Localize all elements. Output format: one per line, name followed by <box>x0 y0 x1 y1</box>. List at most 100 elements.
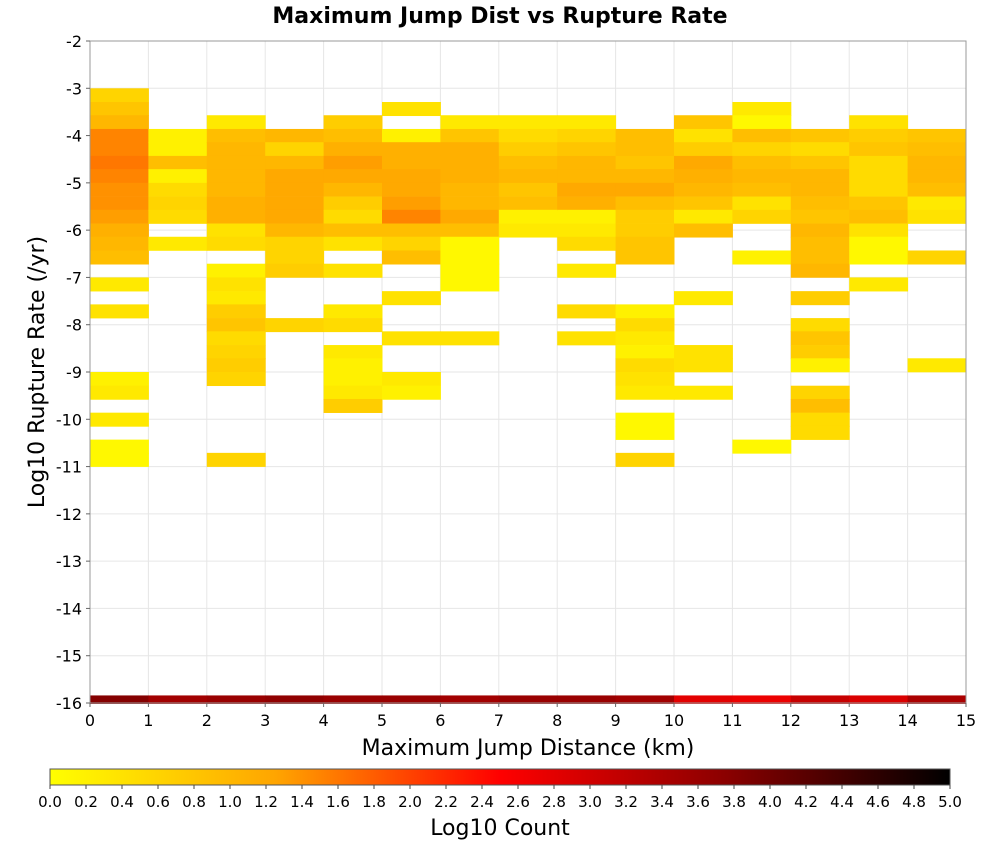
heatmap-cell <box>557 142 617 157</box>
heatmap-cell <box>907 169 967 184</box>
heatmap-cell <box>323 115 383 130</box>
heatmap-cell <box>732 182 792 197</box>
heatmap-cell <box>382 142 441 157</box>
x-tick-label: 3 <box>260 711 270 730</box>
heatmap-cell <box>323 304 383 319</box>
heatmap-cell <box>206 263 266 278</box>
colorbar-tick-label: 4.4 <box>830 793 854 811</box>
heatmap-cell <box>440 182 500 197</box>
chart-title: Maximum Jump Dist vs Rupture Rate <box>272 4 727 29</box>
heatmap-cell <box>90 223 149 238</box>
heatmap-cell <box>615 331 675 346</box>
heatmap-cell <box>557 182 617 197</box>
heatmap-cell <box>90 128 149 143</box>
heatmap-cell <box>674 345 733 360</box>
heatmap-cell <box>265 223 325 238</box>
heatmap-cell-bottom <box>90 695 149 704</box>
x-tick-label: 6 <box>435 711 445 730</box>
colorbar-tick-label: 0.4 <box>110 793 134 811</box>
heatmap-cell <box>206 128 266 143</box>
colorbar-tick-label: 1.4 <box>290 793 314 811</box>
heatmap-cell <box>557 128 617 143</box>
heatmap-cell <box>498 169 558 184</box>
y-tick-label: -14 <box>56 599 82 618</box>
heatmap-cell <box>790 331 850 346</box>
heatmap-cell <box>90 101 149 117</box>
y-axis-title: Log10 Rupture Rate (/yr) <box>25 236 50 508</box>
heatmap-cell <box>206 209 266 224</box>
colorbar-tick-label: 3.2 <box>614 793 638 811</box>
heatmap-cell-bottom <box>148 695 208 704</box>
colorbar-tick-label: 2.4 <box>470 793 494 811</box>
y-tick-label: -15 <box>56 647 82 666</box>
heatmap-cell <box>323 182 383 197</box>
y-tick-label: -11 <box>56 458 82 477</box>
x-tick-label: 11 <box>722 711 742 730</box>
heatmap-cell <box>382 250 441 265</box>
heatmap-cell <box>148 128 208 143</box>
heatmap-cell <box>206 142 266 157</box>
x-tick-label: 12 <box>781 711 801 730</box>
y-axis-ticks: -2 -3 -4 -5 -6 -7 -8 -9 -10 -11 -12 -13 -14 -15 -16 <box>56 32 90 713</box>
heatmap-cell <box>615 318 675 333</box>
heatmap-cell <box>90 155 149 170</box>
heatmap-cell <box>907 128 967 143</box>
heatmap-cell <box>790 155 850 170</box>
heatmap-cell <box>790 236 850 251</box>
heatmap-cell <box>849 142 909 157</box>
heatmap-cell <box>615 452 675 467</box>
heatmap-cell <box>206 277 266 292</box>
heatmap-cell <box>557 115 617 130</box>
heatmap-cell <box>790 182 850 197</box>
colorbar-ticks: 0.0 0.2 0.4 0.6 0.8 1.0 1.2 1.4 1.6 1.8 2.0 2.2 2.4 2… <box>38 785 962 811</box>
colorbar-tick-label: 1.8 <box>362 793 386 811</box>
colorbar-tick-label: 3.0 <box>578 793 602 811</box>
heatmap-cell <box>907 155 967 170</box>
heatmap-cell <box>849 196 909 211</box>
heatmap-cell <box>265 155 325 170</box>
heatmap-cell <box>732 142 792 157</box>
heatmap-cell <box>265 142 325 157</box>
heatmap-cell <box>732 101 792 117</box>
heatmap-cell <box>323 196 383 211</box>
heatmap-cell-bottom <box>557 695 617 704</box>
heatmap-cell <box>206 318 266 333</box>
heatmap-cell <box>206 452 266 467</box>
x-tick-label: 2 <box>202 711 212 730</box>
colorbar-tick-label: 2.8 <box>542 793 566 811</box>
heatmap-cell-bottom <box>732 695 792 704</box>
heatmap-cell <box>732 439 792 454</box>
colorbar-tick-label: 3.6 <box>686 793 710 811</box>
heatmap-cell <box>498 115 558 130</box>
heatmap-cell <box>382 209 441 224</box>
heatmap-cell <box>90 182 149 197</box>
heatmap-cell <box>498 155 558 170</box>
heatmap-cell <box>674 196 733 211</box>
heatmap-cell <box>790 169 850 184</box>
heatmap-cell <box>265 236 325 251</box>
heatmap-cell <box>148 169 208 184</box>
heatmap-cell-bottom <box>323 695 383 704</box>
heatmap-cell <box>206 236 266 251</box>
heatmap-cell <box>206 331 266 346</box>
heatmap-cell <box>615 412 675 427</box>
heatmap-cell-bottom <box>674 695 733 704</box>
heatmap-cell <box>265 318 325 333</box>
heatmap-cell <box>148 155 208 170</box>
heatmap-cell <box>849 155 909 170</box>
heatmap-cell <box>323 358 383 373</box>
heatmap-cell <box>148 196 208 211</box>
heatmap-cell <box>615 196 675 211</box>
heatmap-cell <box>907 209 967 224</box>
colorbar-tick-label: 3.8 <box>722 793 746 811</box>
y-tick-label: -12 <box>56 505 82 524</box>
colorbar-tick-label: 4.6 <box>866 793 890 811</box>
heatmap-cell <box>382 101 441 117</box>
colorbar-tick-label: 1.6 <box>326 793 350 811</box>
heatmap-cell <box>323 209 383 224</box>
x-tick-label: 0 <box>85 711 95 730</box>
heatmap-cell <box>849 277 909 292</box>
heatmap-cell <box>732 209 792 224</box>
heatmap-cell <box>382 291 441 306</box>
